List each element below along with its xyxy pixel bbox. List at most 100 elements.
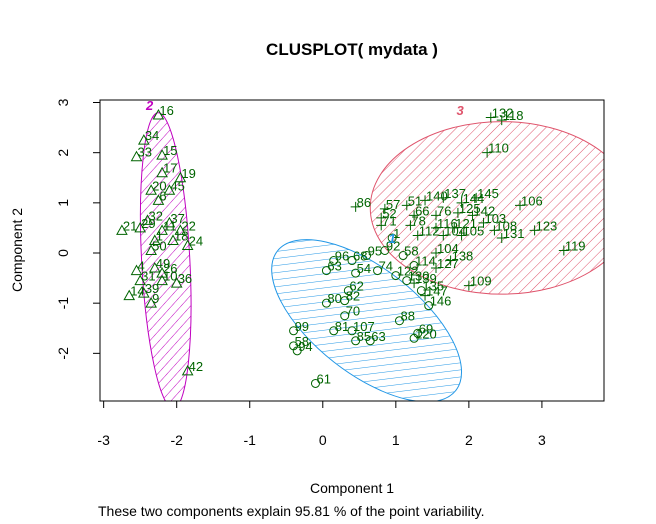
y-tick-label: -1	[55, 297, 71, 310]
point-marker-circle	[289, 326, 299, 336]
point-marker-plus	[463, 280, 474, 291]
point-label: 70	[346, 304, 360, 319]
x-tick-label: 2	[465, 432, 473, 448]
point-label: 112	[419, 223, 440, 238]
point-label: 96	[335, 249, 349, 264]
point-label: 33	[138, 145, 152, 160]
point-marker-triangle	[156, 149, 168, 160]
point-label: 18	[174, 228, 188, 243]
point-label: 105	[463, 223, 485, 238]
point-marker-plus	[478, 217, 489, 228]
point-label: 32	[148, 208, 162, 223]
point-marker-circle	[347, 256, 357, 266]
x-tick-label: -1	[244, 432, 257, 448]
point-label: 108	[495, 218, 517, 233]
point-marker-triangle	[130, 150, 143, 162]
point-marker-circle	[416, 286, 426, 296]
y-axis: -2 -1 0 1 2 3	[55, 98, 101, 360]
point-marker-triangle	[167, 234, 179, 245]
point-marker-plus	[529, 225, 540, 236]
point-label: 39	[145, 281, 159, 296]
point-label: 104	[444, 223, 466, 238]
point-label: 78	[411, 213, 425, 228]
point-label: 63	[327, 259, 341, 274]
point-marker-triangle	[123, 289, 136, 301]
point-label: 114	[415, 254, 436, 269]
point-label: 57	[386, 197, 400, 212]
point-marker-plus	[456, 197, 467, 208]
point-marker-circle	[340, 296, 350, 306]
point-marker-plus	[449, 222, 460, 233]
point-marker-triangle	[137, 287, 150, 298]
point-label: 24	[189, 233, 203, 248]
point-marker-triangle	[181, 364, 194, 376]
point-marker-circle	[310, 378, 320, 388]
point-label: 107	[353, 319, 375, 334]
point-label: 76	[437, 203, 451, 218]
point-marker-plus	[438, 230, 449, 241]
point-label: 51	[408, 193, 422, 208]
y-axis-label: Component 2	[9, 208, 25, 292]
point-marker-plus	[485, 112, 496, 123]
x-tick-label: 3	[538, 432, 546, 448]
point-marker-circle	[351, 336, 361, 346]
point-label: 139	[415, 271, 437, 286]
point-label: 130	[408, 269, 430, 284]
point-label: 36	[178, 271, 192, 286]
point-label: 140	[426, 188, 448, 203]
point-marker-circle	[347, 326, 357, 336]
point-marker-plus	[431, 248, 441, 259]
point-marker-circle	[365, 336, 375, 346]
point-marker-triangle	[156, 224, 168, 235]
point-label: 138	[452, 249, 474, 264]
point-label: 49	[156, 256, 170, 271]
cluster-label-2: 2	[145, 98, 154, 113]
point-label: 6	[159, 188, 166, 203]
point-label: 103	[484, 211, 506, 226]
point-marker-circle	[387, 233, 397, 243]
point-label: 15	[163, 143, 177, 158]
cluster-label-1: 1	[389, 231, 396, 246]
point-marker-circle	[343, 286, 353, 296]
point-label: 19	[181, 166, 195, 181]
chart-title: CLUSPLOT( mydata )	[266, 40, 438, 59]
point-marker-plus	[496, 232, 507, 243]
point-label: 146	[430, 294, 452, 309]
point-marker-triangle	[141, 214, 154, 225]
point-label: 66	[415, 203, 429, 218]
point-marker-plus	[558, 245, 569, 256]
point-marker-circle	[321, 298, 331, 308]
point-label: 31	[141, 269, 155, 284]
cluster-label-3: 3	[456, 103, 464, 118]
point-marker-triangle	[170, 277, 183, 288]
point-label: 119	[565, 239, 586, 254]
point-marker-plus	[409, 210, 420, 221]
point-marker-circle	[292, 346, 302, 356]
point-label: 1	[393, 226, 400, 241]
point-marker-plus	[420, 195, 431, 206]
point-label: 145	[477, 186, 499, 201]
point-label: 122	[397, 264, 419, 279]
point-label: 85	[357, 329, 371, 344]
point-marker-plus	[489, 225, 500, 236]
x-tick-label: -3	[97, 432, 110, 448]
point-label: 94	[298, 339, 312, 354]
point-marker-circle	[391, 271, 401, 281]
point-marker-plus	[431, 222, 441, 233]
cluster-ellipses	[139, 112, 604, 401]
point-label: 88	[400, 309, 414, 324]
point-marker-triangle	[156, 274, 168, 286]
point-label: 106	[521, 193, 543, 208]
point-label: 26	[163, 261, 177, 276]
point-marker-triangle	[174, 224, 187, 235]
point-marker-triangle	[148, 234, 161, 245]
point-marker-triangle	[137, 134, 150, 145]
point-marker-plus	[376, 220, 387, 231]
point-marker-triangle	[134, 221, 147, 233]
point-marker-triangle	[156, 267, 168, 278]
point-label: 54	[357, 261, 371, 276]
point-marker-circle	[409, 261, 419, 271]
point-label: 118	[503, 108, 524, 123]
point-label: 131	[503, 226, 525, 241]
